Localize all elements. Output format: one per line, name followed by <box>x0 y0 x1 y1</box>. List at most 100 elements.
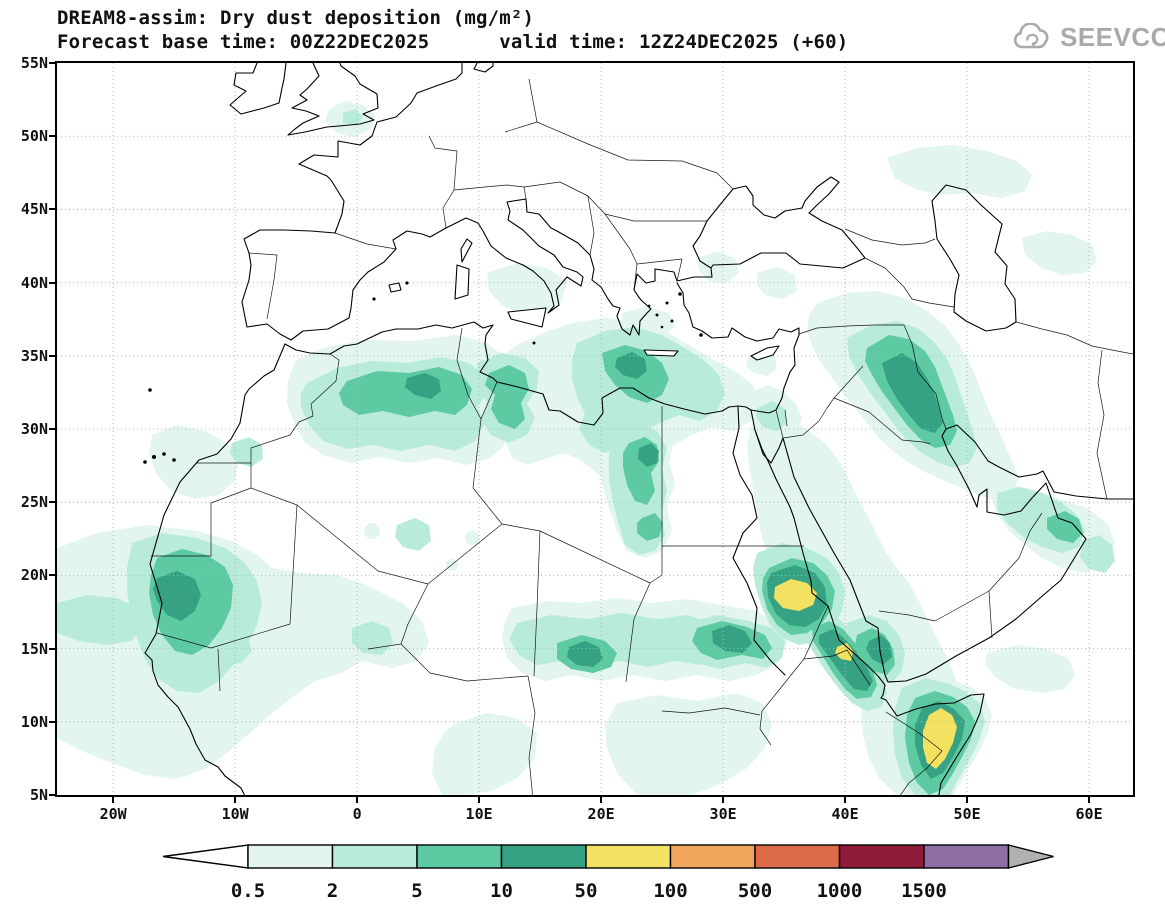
dust-deposition-contours-shape <box>57 595 142 645</box>
coastline-iran-gulf <box>945 424 1133 500</box>
y-tick-label: 10N <box>20 712 48 731</box>
dust-deposition-contours-shape <box>697 251 739 283</box>
country-borders-shape <box>798 324 947 430</box>
dust-deposition-contours-shape <box>615 352 647 379</box>
dust-deposition-contours-shape <box>364 523 380 539</box>
country-borders-shape <box>453 184 527 200</box>
island-crete <box>643 349 679 357</box>
y-axis-tick <box>49 354 55 357</box>
country-borders-shape <box>428 135 458 229</box>
x-tick-label: 50E <box>953 805 981 823</box>
dust-deposition-contours-shape <box>153 571 201 621</box>
island-aegean-4 <box>670 319 674 323</box>
island-cyprus <box>750 345 780 361</box>
country-borders <box>151 78 1133 795</box>
y-tick-label: 5N <box>29 786 48 804</box>
y-axis-tick <box>49 62 55 64</box>
island-aegean-1 <box>665 301 669 305</box>
island-malta <box>532 341 536 345</box>
island-menorca <box>405 281 409 285</box>
colorbar-level-label: 1000 <box>817 880 863 902</box>
x-axis-tick <box>1088 797 1091 803</box>
coastline-europe-atlantic <box>241 63 463 341</box>
island-corsica <box>460 238 473 263</box>
dust-deposition-contours-shape <box>747 415 969 741</box>
country-borders-shape <box>661 605 943 795</box>
dust-deposition-contours-shape <box>866 635 892 665</box>
y-axis-tick <box>49 208 55 211</box>
x-axis-tick <box>844 797 847 803</box>
y-tick-label: 25N <box>20 493 48 512</box>
dust-deposition-contours-shape <box>887 145 1032 198</box>
country-borders-shape <box>250 487 503 585</box>
country-borders-shape <box>250 353 340 463</box>
x-tick-label: 60E <box>1075 805 1103 823</box>
island-rhodes <box>699 333 703 337</box>
x-axis-tick <box>234 797 237 803</box>
dust-deposition-contours-shape <box>343 109 363 125</box>
colorbar-segment <box>247 844 334 869</box>
colorbar-level-label: 5 <box>411 880 422 902</box>
country-borders-shape <box>504 78 734 190</box>
y-tick-label: 30N <box>20 420 48 438</box>
coastline-mediterranean-north <box>290 198 713 341</box>
country-borders-shape <box>334 232 397 250</box>
island-mallorca <box>388 282 402 293</box>
colorbar-segment <box>416 844 503 869</box>
cloud-logo-icon <box>1013 22 1049 48</box>
x-tick-label: 40E <box>831 805 859 823</box>
x-tick-label: 10W <box>221 805 249 823</box>
country-borders-shape <box>456 327 503 525</box>
coastline-britain-west <box>287 63 320 136</box>
chart-title: DREAM8-assim: Dry dust deposition (mg/m²… <box>57 7 535 29</box>
dust-deposition-contours-shape <box>712 625 752 653</box>
dust-deposition-contours-shape <box>637 513 663 541</box>
island-canary-1 <box>143 460 147 464</box>
country-borders-shape <box>1015 321 1133 500</box>
colorbar-segment <box>585 844 672 869</box>
y-axis-tick <box>49 281 55 284</box>
colorbar: 0.5 2 5 10 50 100 500 1000 1500 <box>162 844 1054 902</box>
graticule-gridlines <box>57 63 1133 795</box>
country-borders-shape <box>878 512 1043 639</box>
coastline-black-sea <box>692 176 866 269</box>
cloud-outline <box>1013 22 1049 48</box>
dust-deposition-contours-shape <box>605 693 772 795</box>
river-nile <box>732 406 786 676</box>
x-axis-tick <box>356 797 359 803</box>
island-canary-4 <box>172 458 176 462</box>
y-axis-tick <box>49 135 55 138</box>
y-tick-label: 35N <box>20 346 48 365</box>
dust-deposition-contours-shape <box>1022 231 1097 275</box>
country-borders-shape <box>844 228 955 308</box>
country-borders-shape <box>367 530 541 795</box>
colorbar-above-arrow <box>1007 844 1054 869</box>
country-borders-shape <box>587 195 683 291</box>
coastline-caspian-sea <box>931 184 1017 332</box>
x-tick-label: 10E <box>465 805 493 823</box>
chart-title-block: DREAM8-assim: Dry dust deposition (mg/m²… <box>57 6 848 54</box>
y-tick-label: 45N <box>20 200 48 219</box>
dust-deposition-contours-shape <box>567 641 603 667</box>
island-lesbos <box>678 292 682 296</box>
map-plot-area <box>55 61 1135 797</box>
coastline-britain-south <box>287 63 379 136</box>
island-sardinia <box>454 264 470 300</box>
colorbar-level-label: 500 <box>738 880 772 902</box>
y-axis-tick <box>49 428 55 430</box>
x-axis-tick <box>966 797 969 803</box>
country-borders-shape <box>248 252 278 320</box>
colorbar-level-label: 2 <box>327 880 338 902</box>
chart-subtitle: Forecast base time: 00Z22DEC2025 valid t… <box>57 31 849 53</box>
coastlines <box>143 63 1133 795</box>
colorbar-level-label: 1500 <box>901 880 947 902</box>
y-axis-tick <box>49 647 55 650</box>
colorbar-segment <box>500 844 587 869</box>
colorbar-level-label: 10 <box>490 880 513 902</box>
island-sicily <box>507 307 547 328</box>
coastline-red-sea-africa <box>754 429 985 795</box>
dust-deposition-contours-shape <box>230 437 263 467</box>
x-axis-tick <box>600 797 603 803</box>
coastline-ireland <box>229 63 287 115</box>
